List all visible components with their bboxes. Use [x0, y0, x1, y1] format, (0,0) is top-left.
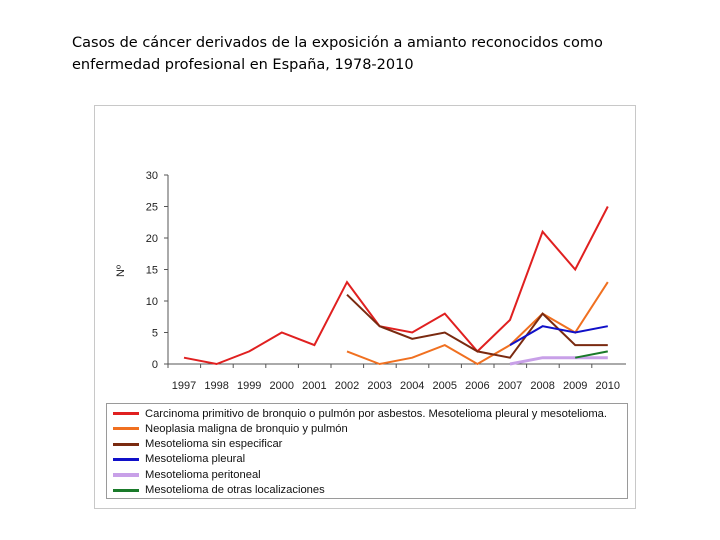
series-line-5 [509, 356, 608, 366]
axes: 0 5 10 15 20 25 30 1997 1998 1999 2000 2001 2002 2003… [146, 170, 626, 392]
series-line-1 [183, 206, 609, 366]
legend-swatch [113, 442, 139, 446]
series-line-4 [509, 325, 608, 346]
legend-swatch [113, 412, 139, 415]
series-lines [183, 206, 609, 366]
x-tick-label: 2010 [596, 380, 620, 392]
legend-item: Carcinoma primitivo de bronquio o pulmón… [113, 406, 607, 421]
legend-label: Mesotelioma de otras localizaciones [145, 484, 325, 496]
legend-label: Mesotelioma peritoneal [145, 468, 261, 481]
legend-label: Neoplasia maligna de bronquio y pulmón [145, 422, 348, 435]
chart-title: Casos de cáncer derivados de la exposici… [72, 35, 603, 73]
legend-label: Carcinoma primitivo de bronquio o pulmón… [145, 407, 608, 420]
x-tick-label: 1997 [172, 380, 196, 392]
x-tick-label: 2009 [563, 380, 587, 392]
y-tick-label: 5 [152, 328, 158, 340]
x-tick-label: 2002 [335, 380, 359, 392]
legend: Carcinoma primitivo de bronquio o pulmón… [106, 403, 628, 499]
legend-item: Neoplasia maligna de bronquio y pulmón [113, 421, 348, 436]
y-tick-label: 30 [146, 170, 158, 182]
x-tick-label: 2008 [530, 380, 554, 392]
legend-item: Mesotelioma sin especificar [113, 437, 282, 452]
y-tick-label: 10 [146, 296, 158, 308]
series-line-2 [346, 281, 609, 366]
x-tick-label: 2001 [302, 380, 326, 392]
legend-item: Mesotelioma de otras localizaciones [113, 483, 325, 498]
x-tick-label: 2007 [498, 380, 522, 392]
y-tick-label: 25 [146, 202, 158, 214]
legend-swatch [113, 427, 139, 431]
x-tick-label: 2000 [270, 380, 294, 392]
y-axis-label: Nº [115, 265, 127, 277]
legend-item: Mesotelioma peritoneal [113, 467, 261, 482]
y-tick-label: 15 [146, 265, 158, 277]
series-line-6 [575, 350, 608, 359]
y-tick-label: 20 [146, 233, 158, 245]
x-tick-label: 2005 [433, 380, 457, 392]
legend-item: Mesotelioma pleural [113, 452, 245, 467]
legend-label: Mesotelioma pleural [145, 453, 246, 466]
legend-label: Mesotelioma sin especificar [145, 438, 283, 451]
x-tick-label: 2006 [465, 380, 489, 392]
x-tick-label: 1998 [204, 380, 228, 392]
legend-swatch [113, 488, 139, 492]
x-tick-label: 2004 [400, 380, 424, 392]
series-line-3 [346, 293, 608, 359]
x-tick-label: 2003 [367, 380, 391, 392]
y-tick-label: 0 [152, 359, 158, 371]
legend-swatch [113, 457, 139, 461]
x-tick-label: 1999 [237, 380, 261, 392]
legend-swatch [113, 472, 139, 477]
